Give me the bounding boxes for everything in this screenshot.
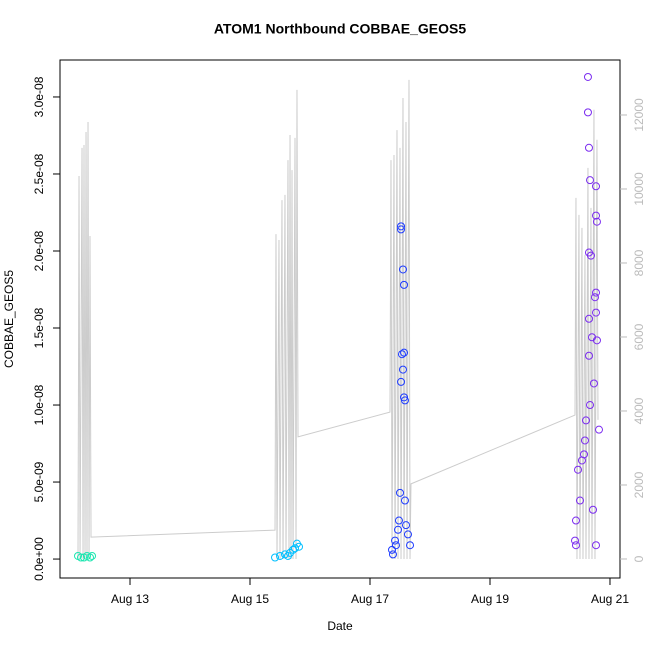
data-point: [592, 211, 601, 220]
data-point: [592, 308, 601, 317]
data-point: [403, 530, 412, 539]
data-point: [580, 450, 589, 459]
data-point: [586, 251, 595, 260]
data-point: [583, 108, 592, 117]
y-tick-label: 0.0e+00: [32, 537, 46, 581]
data-point: [388, 550, 397, 559]
data-point: [571, 536, 580, 545]
data-point: [395, 488, 404, 497]
data-point: [571, 541, 580, 550]
data-point: [394, 516, 403, 525]
data-point: [291, 544, 300, 553]
data-point: [586, 401, 595, 410]
data-point: [397, 377, 406, 386]
chart-title: ATOM1 Northbound COBBAE_GEOS5: [214, 21, 466, 37]
data-point: [295, 542, 304, 551]
data-point: [595, 425, 604, 434]
data-point: [584, 351, 593, 360]
data-point: [583, 72, 592, 81]
x-tick-label: Aug 21: [591, 592, 629, 606]
data-point: [400, 496, 409, 505]
x-axis-title: Date: [327, 619, 353, 633]
y-tick-label: 5.0e-09: [32, 461, 46, 502]
data-point: [592, 182, 601, 191]
data-point: [592, 217, 601, 226]
data-point: [590, 293, 599, 302]
x-tick-label: Aug 13: [111, 592, 149, 606]
data-point: [592, 541, 601, 550]
data-point: [589, 379, 598, 388]
data-point: [88, 551, 97, 560]
data-point: [589, 505, 598, 514]
data-point: [580, 436, 589, 445]
y2-tick-label: 6000: [632, 323, 646, 350]
data-point: [584, 314, 593, 323]
y-tick-label: 1.0e-08: [32, 384, 46, 425]
data-point: [394, 525, 403, 534]
y-tick-label: 3.0e-08: [32, 76, 46, 117]
line-series: [77, 79, 599, 559]
data-point: [575, 496, 584, 505]
y2-tick-label: 0: [632, 555, 646, 562]
plot-frame: [59, 59, 621, 579]
y-axis-title: COBBAE_GEOS5: [2, 270, 16, 368]
data-point: [397, 222, 406, 231]
data-point: [76, 553, 85, 562]
x-tick-label: Aug 15: [231, 592, 269, 606]
data-point: [400, 396, 409, 405]
x-tick-label: Aug 19: [471, 592, 509, 606]
data-point: [571, 516, 580, 525]
data-point: [388, 545, 397, 554]
data-point: [400, 280, 409, 289]
y-tick-label: 1.5e-08: [32, 307, 46, 348]
y-tick-label: 2.5e-08: [32, 153, 46, 194]
data-point: [592, 288, 601, 297]
data-point: [397, 350, 406, 359]
data-point: [398, 365, 407, 374]
data-point: [592, 336, 601, 345]
y2-tick-label: 8000: [632, 249, 646, 276]
data-point: [584, 143, 593, 152]
y2-tick-label: 2000: [632, 471, 646, 498]
x-tick-label: Aug 17: [351, 592, 389, 606]
data-point: [574, 465, 583, 474]
y2-tick-label: 4000: [632, 397, 646, 424]
data-point: [85, 553, 94, 562]
data-point: [391, 536, 400, 545]
data-point: [586, 176, 595, 185]
y2-tick-label: 12000: [632, 98, 646, 132]
y2-tick-label: 10000: [632, 172, 646, 206]
data-point: [398, 265, 407, 274]
y-tick-label: 2.0e-08: [32, 230, 46, 271]
data-point: [397, 225, 406, 234]
data-point: [400, 348, 409, 357]
data-point: [406, 541, 415, 550]
data-point: [276, 551, 285, 560]
data-point: [271, 553, 280, 562]
data-point: [581, 416, 590, 425]
data-point: [391, 541, 400, 550]
data-point: [401, 521, 410, 530]
